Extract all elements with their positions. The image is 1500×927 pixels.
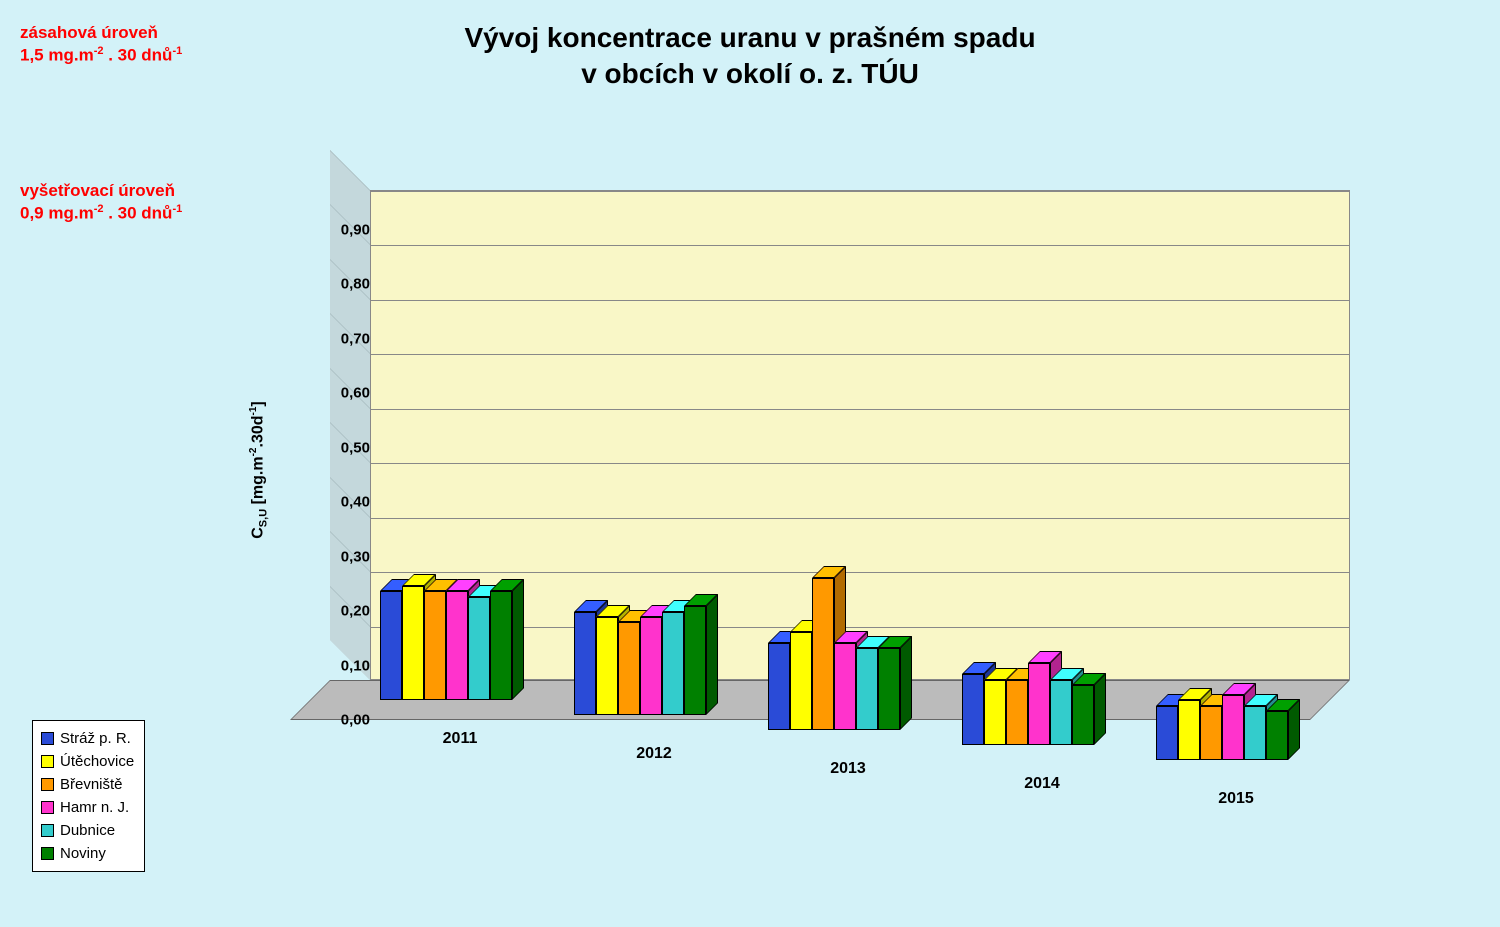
legend-swatch (41, 824, 54, 837)
title-line-2: v obcích v okolí o. z. TÚU (581, 58, 919, 89)
y-tick-label: 0,00 (320, 712, 370, 729)
legend-item: Útěchovice (41, 750, 134, 773)
legend-swatch (41, 732, 54, 745)
bar (446, 591, 468, 700)
y-tick-label: 0,10 (320, 657, 370, 674)
grid-line (371, 572, 1349, 573)
grid-line (371, 518, 1349, 519)
y-tick-label: 0,90 (320, 222, 370, 239)
y-tick-label: 0,20 (320, 603, 370, 620)
legend-label: Útěchovice (60, 753, 134, 770)
bar (618, 622, 640, 715)
bar (468, 597, 490, 700)
x-axis-label: 2011 (380, 730, 540, 748)
grid-line (371, 463, 1349, 464)
bar (1156, 706, 1178, 760)
legend-item: Hamr n. J. (41, 796, 134, 819)
bar (640, 617, 662, 715)
bar (856, 648, 878, 730)
legend-label: Noviny (60, 845, 106, 862)
bar (596, 617, 618, 715)
bar (790, 632, 812, 730)
bar (1222, 695, 1244, 760)
bar (962, 674, 984, 745)
x-axis-label: 2014 (962, 775, 1122, 793)
bar (662, 612, 684, 715)
bar (574, 612, 596, 715)
grid-line (371, 409, 1349, 410)
y-axis-label: CS,U [mg.m-2.30d-1] (248, 401, 270, 539)
bar (768, 643, 790, 730)
bar (684, 606, 706, 715)
legend: Stráž p. R. Útěchovice Břevniště Hamr n. J.… (32, 720, 145, 872)
bar (1244, 706, 1266, 760)
legend-label: Dubnice (60, 822, 115, 839)
y-tick-label: 0,40 (320, 494, 370, 511)
bar (402, 586, 424, 700)
y-tick-label: 0,60 (320, 385, 370, 402)
legend-label: Hamr n. J. (60, 799, 129, 816)
bar (1200, 706, 1222, 760)
chart-title: Vývoj koncentrace uranu v prašném spadu … (464, 20, 1035, 93)
legend-item: Noviny (41, 842, 134, 865)
bar (1072, 685, 1094, 745)
legend-swatch (41, 847, 54, 860)
legend-swatch (41, 801, 54, 814)
threshold-vysetrovaci: vyšetřovací úroveň 0,9 mg.m-2 . 30 dnů-1 (20, 180, 182, 225)
bar (1028, 663, 1050, 745)
title-line-1: Vývoj koncentrace uranu v prašném spadu (464, 22, 1035, 53)
legend-swatch (41, 755, 54, 768)
legend-label: Stráž p. R. (60, 730, 131, 747)
y-tick-label: 0,80 (320, 276, 370, 293)
bar (812, 578, 834, 730)
plot-3d: 0,000,100,200,300,400,500,600,700,800,90… (330, 190, 1380, 750)
legend-item: Břevniště (41, 773, 134, 796)
y-tick-label: 0,70 (320, 330, 370, 347)
legend-label: Břevniště (60, 776, 123, 793)
bar (878, 648, 900, 730)
threshold-zasahova: zásahová úroveň 1,5 mg.m-2 . 30 dnů-1 (20, 22, 182, 67)
y-tick-label: 0,50 (320, 439, 370, 456)
bar (1266, 711, 1288, 760)
grid-line (371, 300, 1349, 301)
grid-line (371, 191, 1349, 192)
bar (1050, 680, 1072, 745)
x-axis-label: 2012 (574, 745, 734, 763)
grid-line (371, 354, 1349, 355)
bar (1006, 680, 1028, 745)
x-axis-label: 2015 (1156, 790, 1316, 808)
bar (490, 591, 512, 700)
grid-line (371, 245, 1349, 246)
legend-item: Dubnice (41, 819, 134, 842)
bar (984, 680, 1006, 745)
bar (424, 591, 446, 700)
x-axis-label: 2013 (768, 760, 928, 778)
bar (380, 591, 402, 700)
y-tick-label: 0,30 (320, 548, 370, 565)
legend-item: Stráž p. R. (41, 727, 134, 750)
bar (834, 643, 856, 730)
bar (1178, 700, 1200, 760)
chart-area: CS,U [mg.m-2.30d-1] 0,000,100,200,300,40… (280, 190, 1430, 750)
legend-swatch (41, 778, 54, 791)
